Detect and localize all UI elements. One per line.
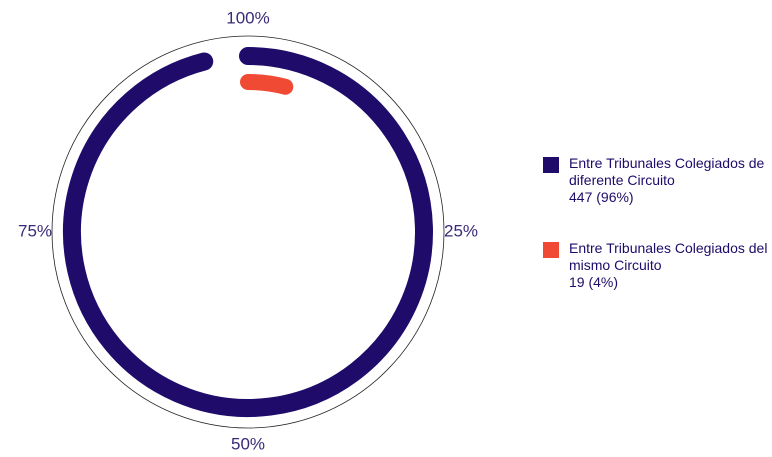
- angle-tick-label: 25%: [444, 221, 478, 240]
- angle-axis: [51, 35, 445, 429]
- legend-item: Entre Tribunales Colegiados de diferente…: [543, 155, 772, 206]
- radial-bar: [240, 74, 294, 95]
- legend-value: 447 (96%): [569, 189, 634, 205]
- legend-label: Entre Tribunales Colegiados de diferente…: [569, 155, 765, 188]
- legend-value: 19 (4%): [569, 274, 619, 290]
- legend-item: Entre Tribunales Colegiados del mismo Ci…: [543, 240, 772, 291]
- legend-swatch: [543, 242, 559, 258]
- angle-tick-label: 100%: [226, 8, 269, 27]
- angle-tick-label: 75%: [18, 221, 52, 240]
- angle-tick-label: 50%: [231, 434, 265, 453]
- legend-label: Entre Tribunales Colegiados del mismo Ci…: [569, 240, 768, 273]
- radial-bar: [63, 47, 433, 417]
- legend-swatch: [543, 157, 559, 173]
